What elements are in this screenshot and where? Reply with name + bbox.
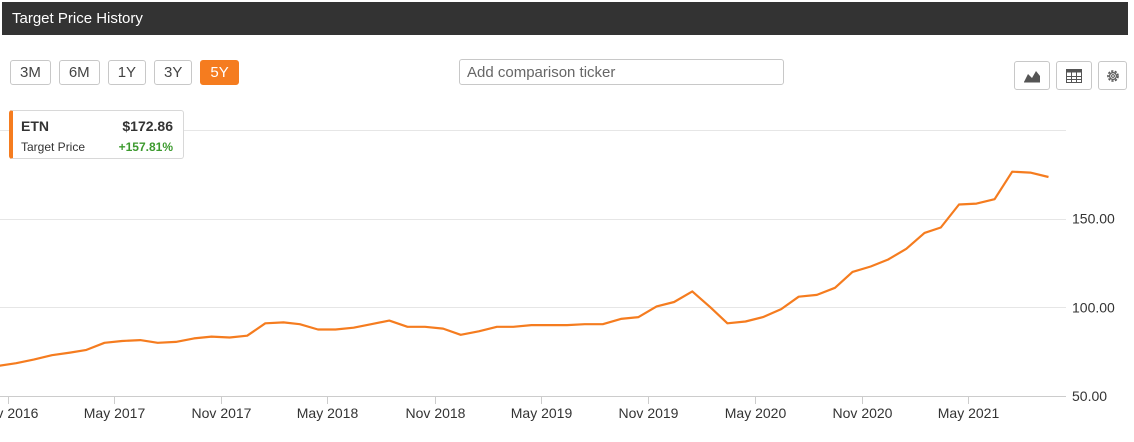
x-tick-label: Nov 2018 <box>406 405 466 421</box>
x-tick-label: Nov 2019 <box>619 405 679 421</box>
series-line-etn <box>0 170 1049 367</box>
x-axis-ticks: Nov 2016 May 2017 Nov 2017 May 2018 Nov 2018… <box>0 396 1066 421</box>
x-tick-label: May 2019 <box>511 405 573 421</box>
range-button-1y[interactable]: 1Y <box>107 60 147 85</box>
range-button-3m[interactable]: 3M <box>10 60 51 85</box>
chart-toolbar <box>1014 61 1127 90</box>
range-selector: 3M 6M 1Y 3Y 5Y <box>10 60 239 85</box>
x-tick-label: May 2020 <box>725 405 787 421</box>
series-layer <box>0 170 1049 367</box>
series-legend: ETN $172.86 Target Price +157.81% <box>9 110 184 159</box>
legend-label: Target Price <box>21 140 86 154</box>
comparison-ticker-input[interactable] <box>459 59 784 85</box>
x-tick-label: May 2018 <box>297 405 359 421</box>
y-tick-label: 100.00 <box>1072 299 1115 315</box>
y-tick-label: 50.00 <box>1072 388 1107 404</box>
legend-change: +157.81% <box>118 140 173 154</box>
y-tick-label: 150.00 <box>1072 211 1115 227</box>
x-tick-label: Nov 2020 <box>833 405 893 421</box>
range-button-6m[interactable]: 6M <box>58 60 100 85</box>
settings-button[interactable] <box>1098 61 1127 90</box>
chart-grid <box>0 130 1066 397</box>
area-chart-button[interactable] <box>1014 61 1050 90</box>
range-button-5y[interactable]: 5Y <box>200 60 239 85</box>
legend-price: $172.86 <box>122 118 173 134</box>
range-button-3y[interactable]: 3Y <box>154 60 193 85</box>
chart-header: Target Price History <box>2 2 1128 35</box>
table-view-button[interactable] <box>1056 61 1092 90</box>
x-tick-label: Nov 2017 <box>192 405 252 421</box>
y-axis-ticks: 50.00 100.00 150.00 <box>1072 211 1115 404</box>
table-icon <box>1066 68 1082 83</box>
x-tick-label: Nov 2016 <box>0 405 39 421</box>
chart-title: Target Price History <box>12 10 143 27</box>
legend-symbol: ETN <box>21 118 49 134</box>
gear-icon <box>1106 69 1119 82</box>
x-tick-label: May 2017 <box>84 405 146 421</box>
x-tick-label: May 2021 <box>938 405 1000 421</box>
area-chart-icon <box>1024 70 1040 82</box>
